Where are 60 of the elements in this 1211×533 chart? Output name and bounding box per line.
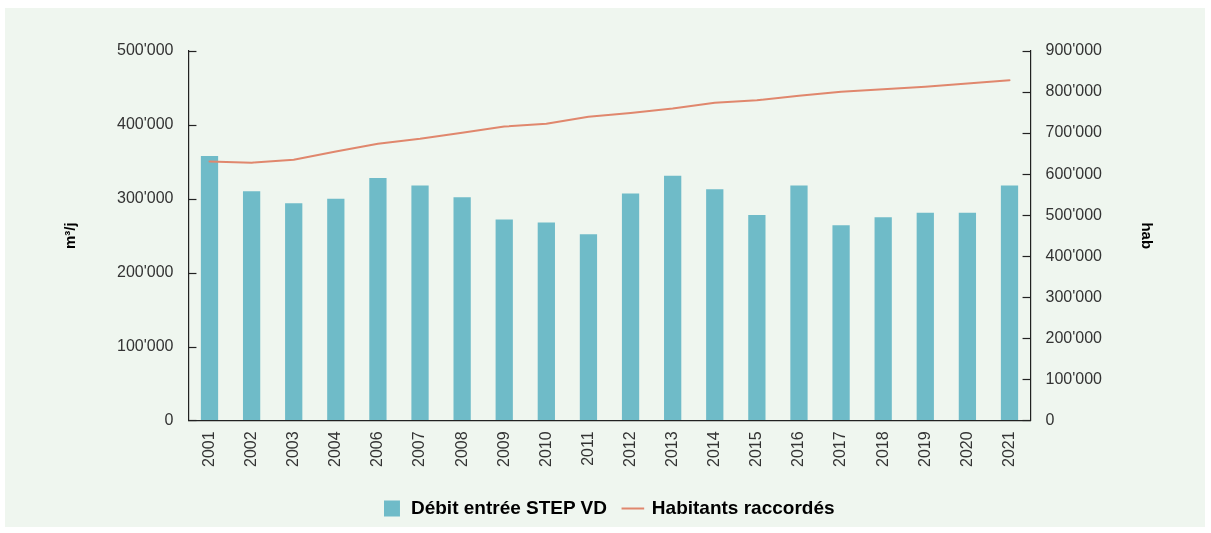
x-tick-label: 2013	[663, 431, 681, 467]
bar	[790, 185, 808, 420]
y2-tick-label: 500'000	[1045, 205, 1103, 223]
bar	[1000, 185, 1019, 420]
y2-tick-label: 900'000	[1045, 41, 1103, 59]
bar	[285, 203, 303, 420]
bar	[495, 219, 513, 420]
bar	[453, 197, 471, 420]
x-tick-label: 2018	[873, 431, 891, 467]
bar	[706, 189, 724, 420]
x-tick-label: 2012	[620, 431, 638, 467]
bar	[916, 212, 934, 420]
x-tick-label: 2007	[410, 431, 428, 467]
x-tick-label: 2016	[789, 431, 807, 467]
x-tick-label: 2006	[368, 431, 386, 467]
bar	[579, 234, 598, 420]
y2-tick-label: 100'000	[1045, 369, 1103, 387]
bar	[748, 215, 766, 420]
bar	[958, 212, 977, 420]
x-tick-label: 2011	[578, 431, 596, 466]
bar	[411, 185, 429, 420]
y-tick-label: 400'000	[116, 115, 174, 133]
y2-tick-label: 0	[1045, 410, 1055, 428]
bar	[369, 178, 387, 420]
x-tick-label: 2003	[284, 431, 302, 467]
x-tick-label: 2004	[326, 431, 344, 467]
x-tick-label: 2008	[452, 431, 470, 467]
y2-tick-label: 400'000	[1045, 246, 1103, 264]
bar	[200, 155, 219, 420]
y2-tick-label: 800'000	[1045, 82, 1103, 100]
y2-axis-title: hab	[1138, 222, 1156, 250]
y-tick-label: 500'000	[116, 41, 174, 59]
bar	[664, 175, 682, 420]
legend-label: Débit entrée STEP VD	[410, 496, 608, 518]
y-tick-label: 200'000	[116, 263, 174, 281]
x-tick-label: 2021	[999, 431, 1017, 467]
x-tick-label: 2017	[831, 431, 849, 467]
y-tick-label: 100'000	[116, 336, 174, 354]
x-tick-label: 2001	[199, 431, 217, 467]
x-tick-label: 2020	[957, 431, 975, 467]
y-tick-label: 0	[164, 410, 174, 428]
y-tick-label: 300'000	[116, 189, 174, 207]
y2-tick-label: 600'000	[1045, 164, 1103, 182]
x-tick-label: 2014	[705, 431, 723, 467]
y2-tick-label: 300'000	[1045, 287, 1103, 305]
y2-tick-label: 200'000	[1045, 328, 1103, 346]
bar	[621, 193, 640, 420]
x-tick-label: 2002	[242, 431, 260, 467]
x-tick-label: 2009	[494, 431, 512, 467]
x-tick-label: 2015	[747, 431, 765, 467]
bar	[537, 222, 555, 420]
bar	[327, 198, 345, 420]
y-axis-title: m³/j	[61, 222, 79, 250]
bar	[874, 217, 892, 420]
legend-label: Habitants raccordés	[651, 496, 835, 518]
x-tick-label: 2019	[915, 431, 933, 467]
bar	[242, 191, 261, 420]
x-tick-label: 2010	[536, 431, 554, 467]
bar	[832, 225, 850, 420]
y2-tick-label: 700'000	[1045, 123, 1103, 141]
